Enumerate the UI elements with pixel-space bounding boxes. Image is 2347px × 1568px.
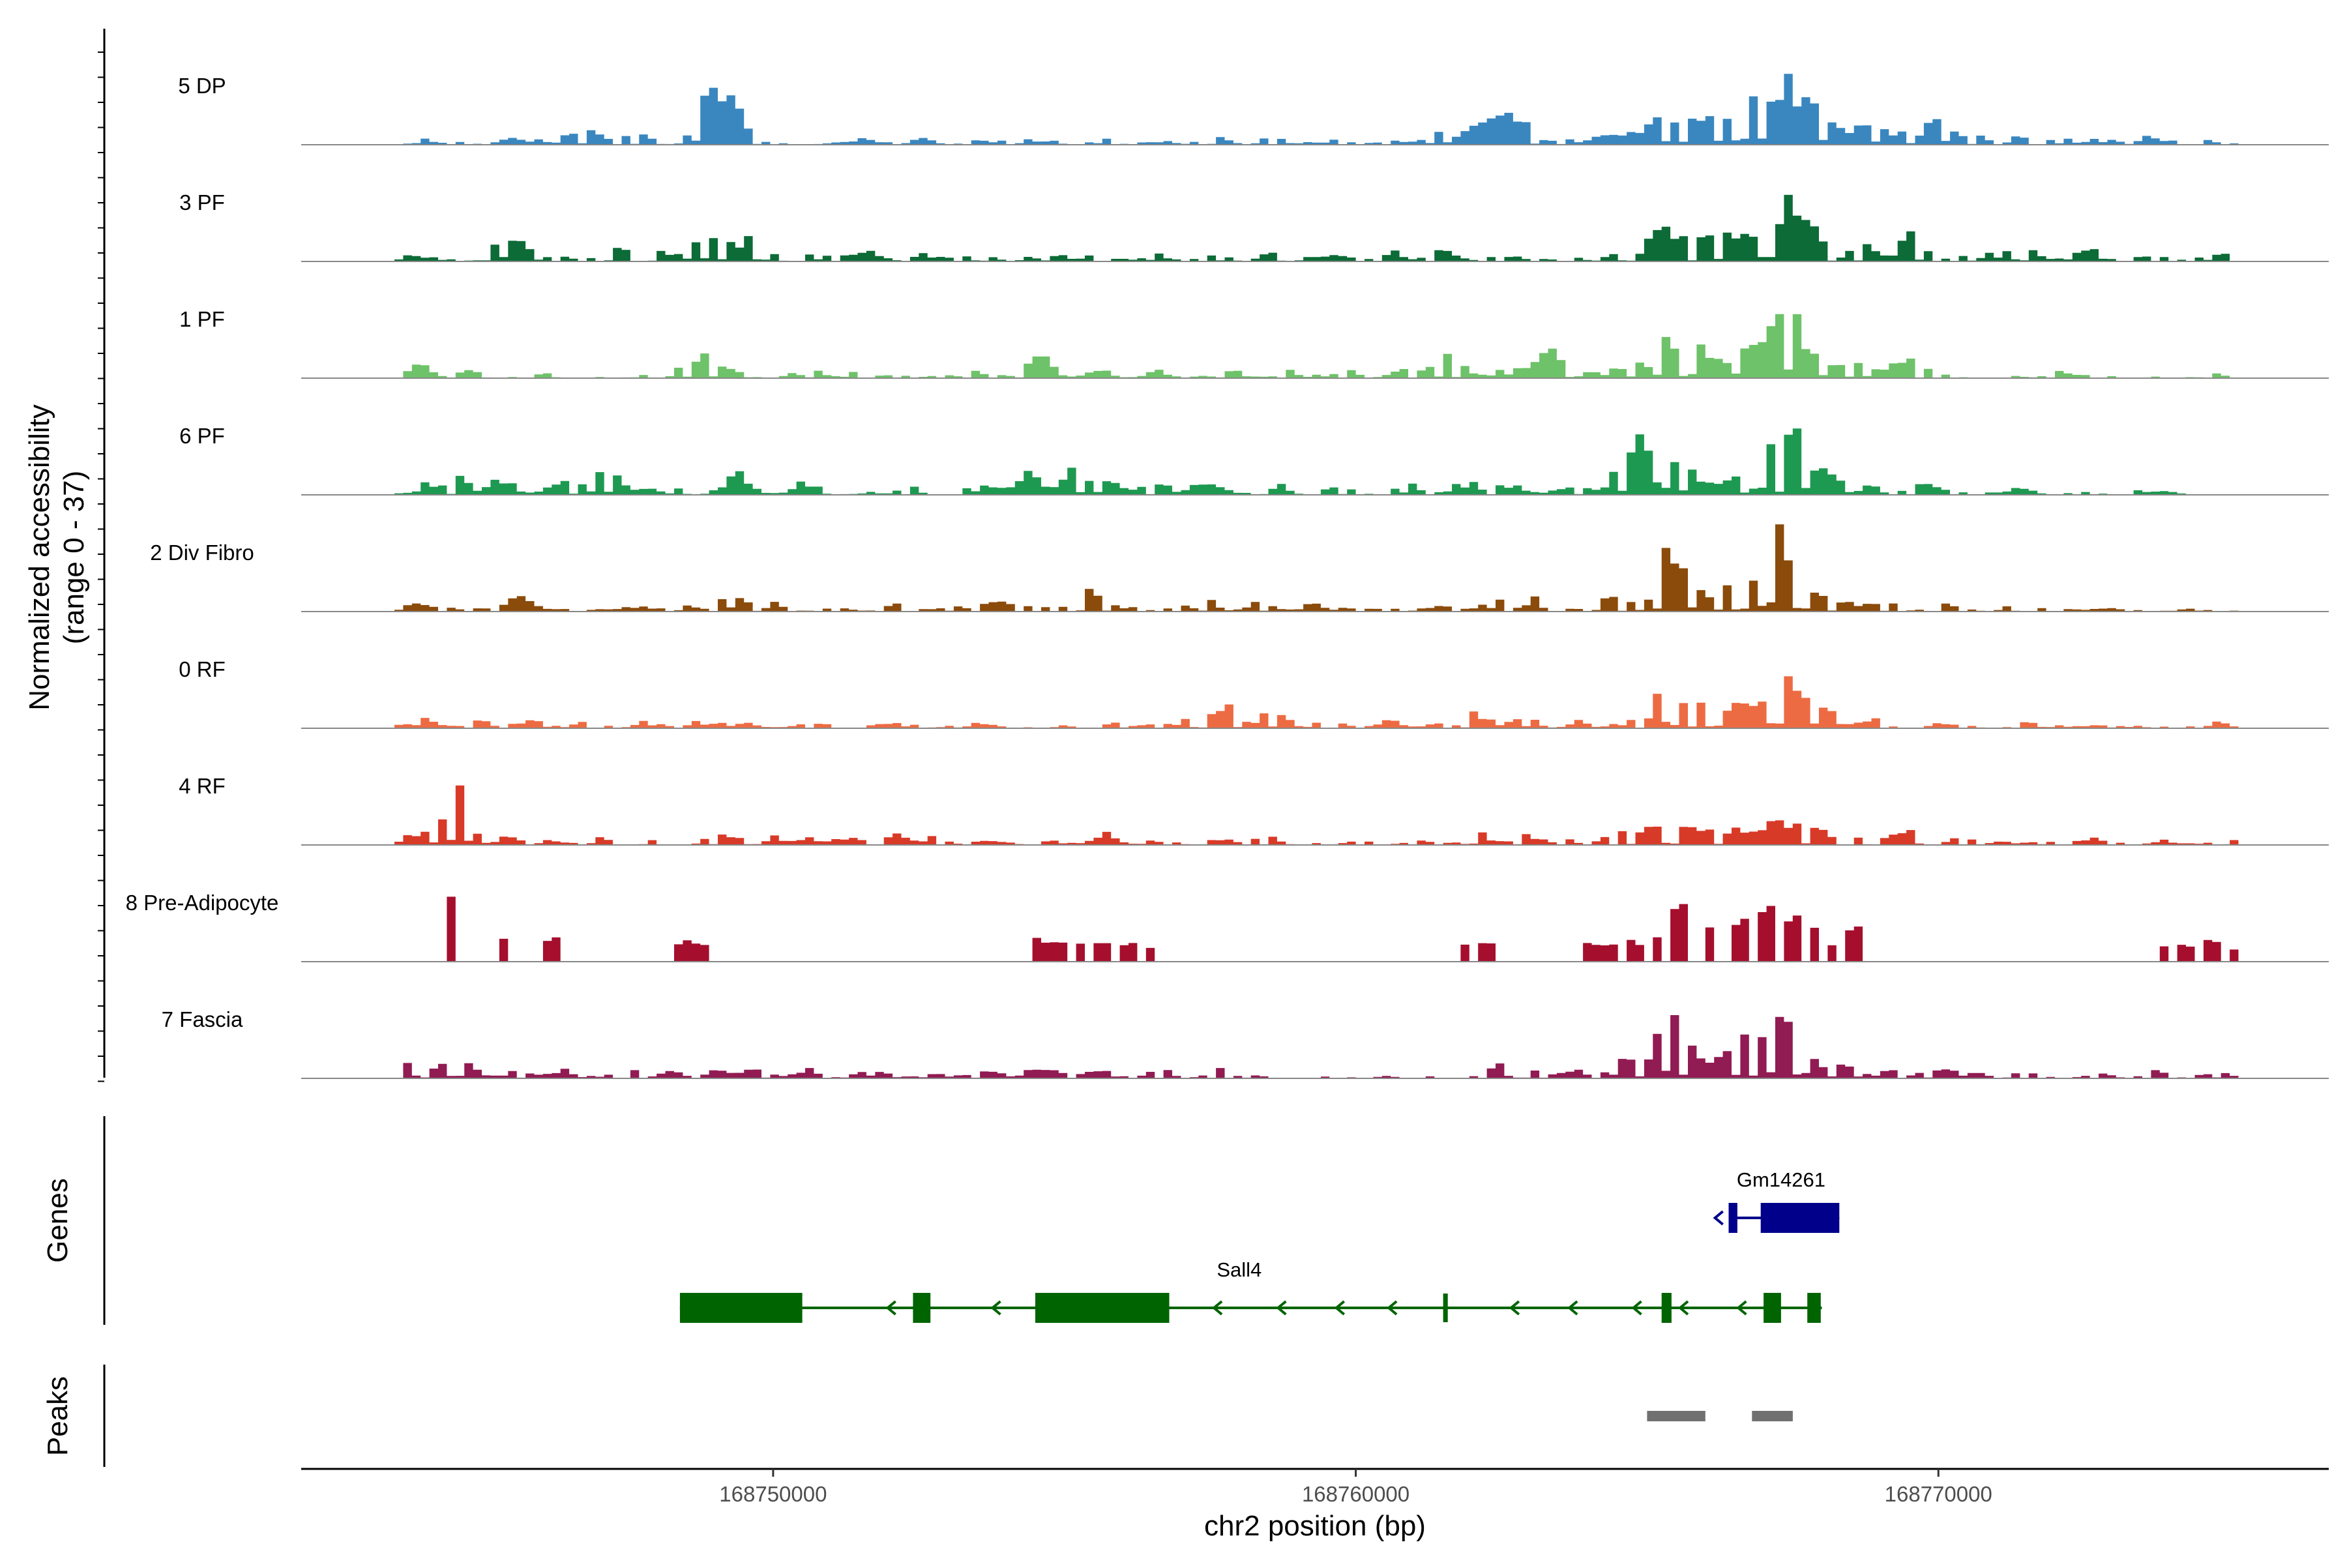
coverage-area bbox=[394, 676, 2239, 728]
coverage-area bbox=[394, 524, 2239, 612]
coverage-area bbox=[394, 428, 2239, 495]
peak-region bbox=[1647, 1411, 1705, 1421]
track-2-div-fibro: 2 Div Fibro bbox=[150, 524, 2329, 612]
x-tick-label: 168760000 bbox=[1302, 1482, 1410, 1506]
exon bbox=[679, 1293, 803, 1323]
strand-arrow bbox=[1567, 1300, 1578, 1316]
y-axis-ticks bbox=[98, 52, 104, 1082]
coverage-area bbox=[394, 785, 2239, 845]
track-1-pf: 1 PF bbox=[179, 307, 2329, 379]
coverage-area bbox=[394, 194, 2239, 261]
coverage-tracks: 5 DP 3 PF 1 PF 6 PF 2 Div Fibro 0 RF 4 RF 8 Pre… bbox=[126, 74, 2329, 1079]
track-4-rf: 4 RF bbox=[179, 774, 2329, 846]
track-label: 3 PF bbox=[179, 190, 225, 214]
track-label: 8 Pre-Adipocyte bbox=[126, 891, 279, 915]
track-label: 0 RF bbox=[179, 657, 226, 681]
gene-label: Gm14261 bbox=[1737, 1168, 1825, 1191]
strand-arrow bbox=[1713, 1210, 1724, 1226]
track-label: 7 Fascia bbox=[162, 1007, 243, 1031]
strand-arrow bbox=[1276, 1300, 1287, 1316]
peaks-panel-label: Peaks bbox=[42, 1376, 74, 1456]
peak-region bbox=[1752, 1411, 1793, 1421]
coverage-area bbox=[394, 314, 2239, 378]
gene-label: Sall4 bbox=[1217, 1258, 1262, 1281]
exon bbox=[1728, 1203, 1737, 1233]
coverage-area bbox=[394, 896, 2239, 962]
track-label: 6 PF bbox=[179, 424, 225, 448]
genes-panel-label: Genes bbox=[42, 1178, 74, 1263]
coverage-area bbox=[394, 74, 2239, 145]
track-label: 2 Div Fibro bbox=[150, 540, 254, 565]
coverage-area bbox=[394, 1015, 2239, 1078]
strand-arrow bbox=[1211, 1300, 1223, 1316]
y-axis-title-line2: (range 0 - 37) bbox=[58, 471, 90, 645]
strand-arrow bbox=[885, 1300, 896, 1316]
exon bbox=[1760, 1203, 1840, 1233]
track-8-pre-adipocyte: 8 Pre-Adipocyte bbox=[126, 891, 2329, 962]
peak-regions bbox=[1647, 1411, 1793, 1421]
exon bbox=[1443, 1294, 1448, 1322]
strand-arrow bbox=[1677, 1300, 1689, 1316]
left-axis: Normalized accessibility (range 0 - 37) bbox=[23, 29, 106, 1082]
track-label: 5 DP bbox=[178, 74, 226, 98]
gene-sall4: Sall4 bbox=[679, 1258, 1822, 1323]
strand-arrow bbox=[1509, 1300, 1520, 1316]
track-6-pf: 6 PF bbox=[179, 424, 2329, 496]
exon bbox=[1661, 1293, 1672, 1323]
track-label: 1 PF bbox=[179, 307, 225, 331]
track-label: 4 RF bbox=[179, 774, 226, 798]
strand-arrow bbox=[1631, 1300, 1642, 1316]
strand-arrow bbox=[990, 1300, 1001, 1316]
x-tick-label: 168770000 bbox=[1885, 1482, 1992, 1506]
strand-arrow bbox=[1387, 1300, 1398, 1316]
exon bbox=[1807, 1293, 1821, 1323]
gene-gm14261: Gm14261 bbox=[1713, 1168, 1840, 1233]
peaks-panel: Peaks bbox=[42, 1365, 1793, 1467]
track-0-rf: 0 RF bbox=[179, 657, 2329, 729]
strand-arrow bbox=[1334, 1300, 1346, 1316]
exon bbox=[1764, 1293, 1781, 1323]
exon bbox=[913, 1293, 931, 1323]
exon bbox=[1035, 1293, 1170, 1323]
x-axis-ticks: 168750000 168760000 168770000 bbox=[719, 1469, 1992, 1506]
x-axis: 168750000 168760000 168770000 chr2 positio… bbox=[301, 1468, 2329, 1542]
gene-models: Gm14261 Sall4 bbox=[679, 1168, 1840, 1323]
track-3-pf: 3 PF bbox=[179, 190, 2329, 262]
x-tick-label: 168750000 bbox=[719, 1482, 827, 1506]
strand-arrow bbox=[1736, 1300, 1747, 1316]
x-axis-title: chr2 position (bp) bbox=[1204, 1510, 1426, 1542]
genes-panel: Genes Gm14261 Sall4 bbox=[42, 1116, 1840, 1325]
y-axis-title-line1: Normalized accessibility bbox=[23, 404, 55, 710]
track-7-fascia: 7 Fascia bbox=[162, 1007, 2329, 1079]
track-5-dp: 5 DP bbox=[178, 74, 2329, 145]
